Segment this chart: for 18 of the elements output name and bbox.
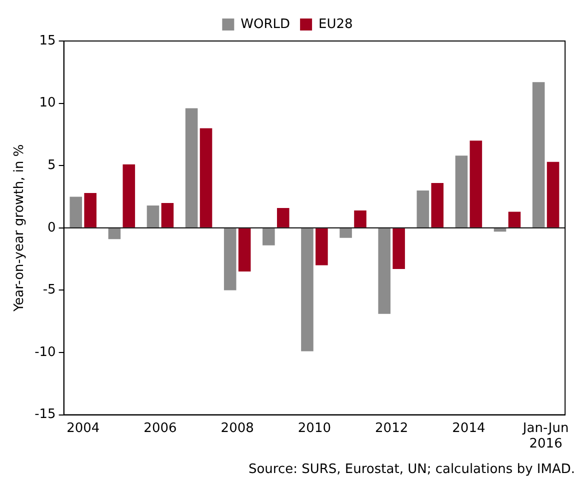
- x-tick-label: Jan-Jun 2016: [522, 420, 569, 452]
- y-axis-title: Year-on-year growth, in %: [12, 144, 28, 313]
- x-tick-label: 2010: [298, 420, 332, 436]
- y-tick-label: -10: [34, 344, 56, 360]
- y-tick-label: -5: [42, 282, 56, 298]
- x-tick-label: 2006: [144, 420, 177, 436]
- x-tick-label: 2008: [220, 420, 254, 436]
- legend-label: WORLD: [240, 16, 290, 32]
- legend-label: EU28: [318, 16, 353, 32]
- y-tick-label: 0: [48, 220, 56, 236]
- x-tick-label: 2014: [452, 420, 486, 436]
- y-tick-label: -15: [34, 407, 56, 422]
- y-tick-label: 10: [39, 96, 56, 111]
- y-tick-label: 15: [39, 33, 56, 48]
- x-tick-label: 2004: [66, 420, 100, 436]
- y-tick-label: 5: [48, 158, 56, 173]
- source-note: Source: SURS, Eurostat, UN; calculations by IMAD.: [247, 462, 575, 477]
- x-tick-label: 2012: [375, 420, 408, 436]
